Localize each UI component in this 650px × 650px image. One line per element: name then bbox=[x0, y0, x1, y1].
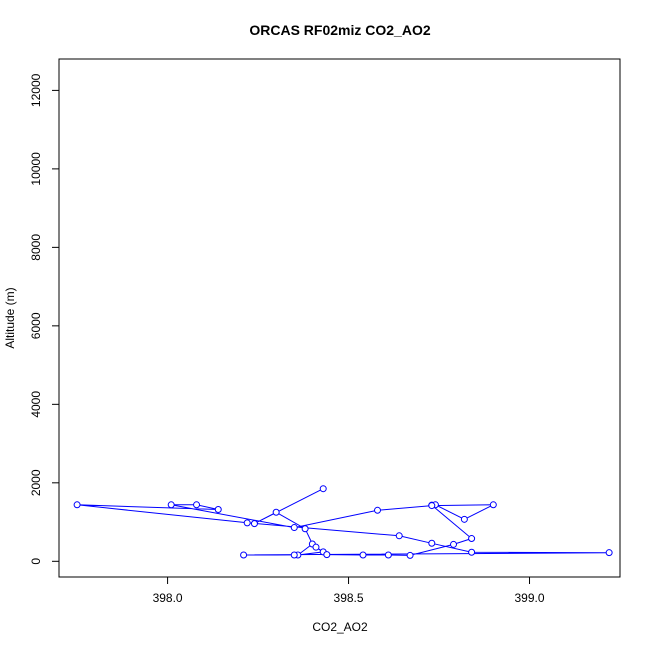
data-point bbox=[290, 524, 298, 532]
data-point bbox=[167, 501, 175, 509]
data-point bbox=[406, 551, 414, 559]
data-point bbox=[468, 548, 476, 556]
y-tick-label: 0 bbox=[29, 558, 43, 565]
y-axis-label: Altitude (m) bbox=[3, 287, 17, 348]
data-point bbox=[395, 532, 403, 540]
data-point bbox=[250, 520, 258, 528]
x-tick-label: 398.0 bbox=[153, 591, 183, 605]
y-axis: 0 2000 4000 6000 8000 10000 12000 bbox=[29, 73, 59, 565]
data-point bbox=[359, 551, 367, 559]
data-point bbox=[468, 535, 476, 543]
data-point bbox=[290, 551, 298, 559]
data-point bbox=[312, 543, 320, 551]
data-point bbox=[214, 506, 222, 514]
x-axis-label: CO2_AO2 bbox=[312, 620, 368, 634]
x-axis: 398.0 398.5 399.0 bbox=[153, 577, 545, 605]
y-tick-label: 2000 bbox=[29, 469, 43, 496]
data-point bbox=[301, 525, 309, 533]
data-point bbox=[319, 485, 327, 493]
y-tick-label: 12000 bbox=[29, 73, 43, 107]
x-tick-label: 399.0 bbox=[515, 591, 545, 605]
data-point bbox=[374, 506, 382, 514]
series-line bbox=[77, 488, 610, 556]
y-tick-label: 6000 bbox=[29, 312, 43, 339]
plot-frame bbox=[58, 58, 621, 578]
data-point bbox=[428, 502, 436, 510]
y-tick-label: 4000 bbox=[29, 391, 43, 418]
data-point bbox=[73, 501, 81, 509]
data-point bbox=[489, 501, 497, 509]
data-point bbox=[450, 540, 458, 548]
x-tick-label: 398.5 bbox=[334, 591, 364, 605]
data-point bbox=[193, 501, 201, 509]
chart-title: ORCAS RF02miz CO2_AO2 bbox=[249, 22, 430, 38]
series-layer bbox=[73, 485, 613, 559]
data-point bbox=[605, 549, 613, 557]
data-point bbox=[272, 508, 280, 516]
data-point bbox=[323, 551, 331, 559]
data-point bbox=[243, 519, 251, 527]
y-tick-label: 10000 bbox=[29, 152, 43, 186]
y-tick-label: 8000 bbox=[29, 234, 43, 261]
data-point bbox=[240, 551, 248, 559]
data-point bbox=[428, 539, 436, 547]
data-point bbox=[384, 551, 392, 559]
data-point bbox=[460, 515, 468, 523]
